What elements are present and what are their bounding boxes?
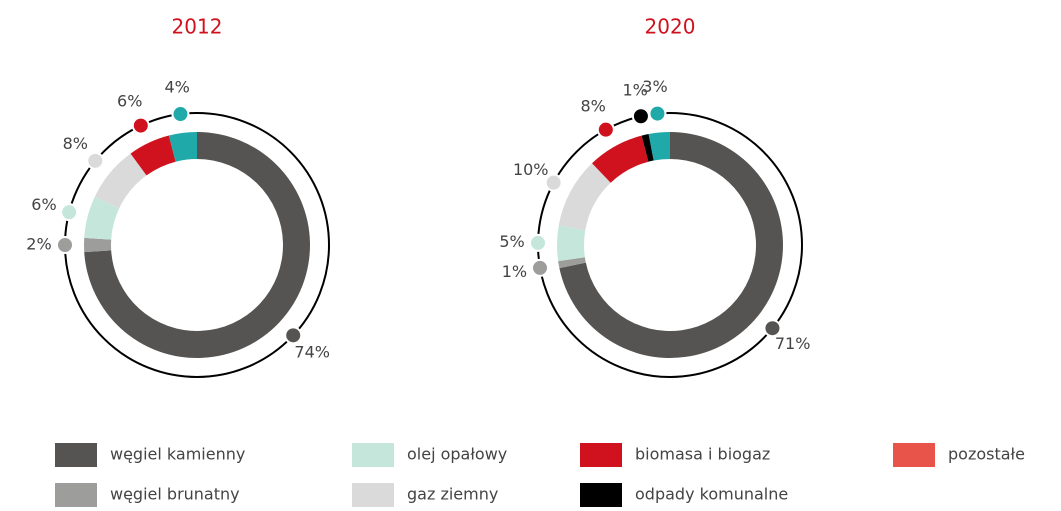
label-dot (60, 203, 79, 222)
value-label: 5% (499, 232, 524, 251)
donut-slice (641, 134, 654, 162)
value-label: 71% (775, 334, 811, 353)
donut-slice (558, 257, 586, 269)
legend-label: odpady komunalne (635, 485, 788, 504)
legend-swatch (580, 483, 622, 507)
legend-label: pozostałe (948, 445, 1025, 464)
label-dot (284, 326, 303, 345)
label-dot (631, 107, 650, 126)
value-label: 2% (26, 235, 51, 254)
label-dot (86, 151, 105, 170)
legend-swatch (55, 483, 97, 507)
legend-swatch (352, 483, 394, 507)
value-label: 8% (580, 96, 605, 115)
label-dot (131, 116, 150, 135)
value-label: 10% (513, 160, 549, 179)
value-label: 6% (117, 92, 142, 111)
chart-title: 2020 (645, 15, 696, 39)
legend-label: gaz ziemny (407, 485, 498, 504)
legend-swatch (580, 443, 622, 467)
donut-slice (84, 196, 120, 240)
label-dot (596, 120, 615, 139)
value-label: 8% (63, 134, 88, 153)
donut-slice (592, 135, 649, 183)
label-dot (529, 233, 548, 252)
legend-label: biomasa i biogaz (635, 445, 770, 464)
label-dot (56, 236, 74, 254)
legend-label: węgiel brunatny (110, 485, 240, 504)
donut-slice (557, 225, 586, 262)
label-dot (544, 173, 563, 192)
donut-slice (168, 132, 197, 162)
value-label: 74% (294, 343, 330, 362)
donut-slice (648, 132, 670, 161)
label-dot (531, 258, 550, 277)
value-label: 3% (642, 77, 667, 96)
label-dot (763, 319, 782, 338)
legend-label: węgiel kamienny (110, 445, 245, 464)
value-label: 1% (502, 262, 527, 281)
value-label: 1% (622, 80, 647, 99)
donut-slice (130, 135, 176, 176)
donut-slice (94, 153, 147, 209)
legend-label: olej opałowy (407, 445, 507, 464)
chart-title: 2012 (172, 15, 223, 39)
legend-swatch (352, 443, 394, 467)
value-label: 4% (165, 78, 190, 97)
value-label: 6% (31, 195, 56, 214)
legend-swatch (55, 443, 97, 467)
donut-slice (83, 237, 112, 253)
label-dot (171, 105, 190, 124)
legend-swatch (893, 443, 935, 467)
donut-slice (558, 163, 611, 231)
label-dot (648, 104, 667, 123)
